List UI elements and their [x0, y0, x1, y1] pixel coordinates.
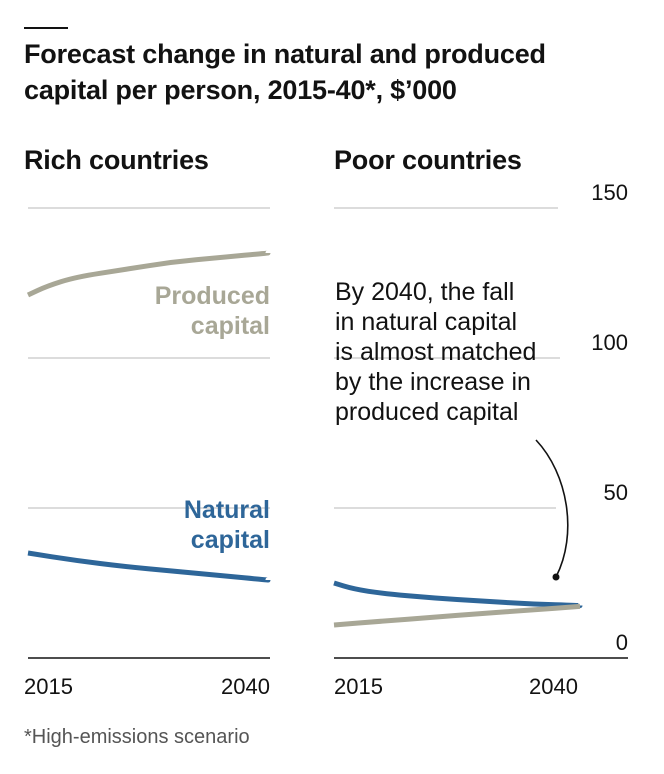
annotation-dot	[552, 573, 560, 581]
annotation-line: is almost matched	[335, 338, 536, 366]
y-tick-label-150: 150	[591, 180, 628, 205]
series-line-natural-capital	[333, 580, 583, 609]
x-tick-label-2015: 2015	[334, 674, 383, 699]
series-label-natural-capital: Natural capital	[184, 496, 270, 554]
annotation-line: in natural capital	[335, 308, 517, 336]
top-rule	[24, 27, 68, 29]
annotation-line: produced capital	[335, 398, 518, 426]
panel-poor: 0 50 100 150 2015 2040 By 2040, the fall in nat…	[333, 180, 628, 699]
footnote: *High-emissions scenario	[24, 726, 250, 748]
x-tick-label-2040: 2040	[529, 674, 578, 699]
x-tick-label-2040: 2040	[221, 674, 270, 699]
chart-title: Forecast change in natural and produced …	[24, 39, 546, 105]
series-line-produced-capital	[26, 250, 271, 298]
series-line-produced-capital	[333, 603, 581, 628]
series-label-produced-capital: Produced capital	[155, 282, 270, 340]
x-tick-label-2015: 2015	[24, 674, 73, 699]
series-label-line: Produced	[155, 282, 270, 310]
panel-title-rich: Rich countries	[24, 145, 209, 175]
series-line-natural-capital	[27, 550, 271, 583]
series-label-line: capital	[191, 312, 270, 340]
annotation-line: By 2040, the fall	[335, 278, 514, 306]
y-tick-label-100: 100	[591, 330, 628, 355]
annotation-text: By 2040, the fall in natural capital is al…	[335, 278, 536, 426]
y-tick-label-50: 50	[604, 480, 628, 505]
annotation-leader	[535, 439, 569, 578]
panel-title-poor: Poor countries	[334, 145, 522, 175]
y-tick-label-0: 0	[616, 630, 628, 655]
annotation-line: by the increase in	[335, 368, 531, 396]
series-label-line: capital	[191, 526, 270, 554]
series-label-line: Natural	[184, 496, 270, 524]
